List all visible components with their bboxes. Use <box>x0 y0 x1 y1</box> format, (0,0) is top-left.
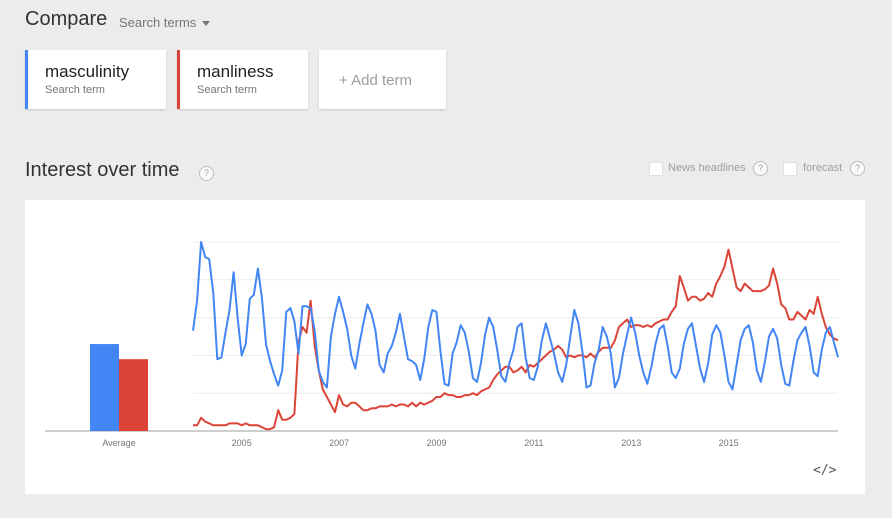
term-name[interactable]: manliness <box>197 62 274 81</box>
term-color-bar <box>25 50 28 109</box>
x-tick-label: 2015 <box>719 438 739 448</box>
term-color-bar <box>177 50 180 109</box>
series-line-masculinity <box>192 241 839 391</box>
forecast-checkbox[interactable] <box>783 162 797 176</box>
search-terms-dropdown[interactable]: Search terms <box>119 15 211 30</box>
forecast-help-icon[interactable]: ? <box>850 161 865 176</box>
embed-code-icon[interactable]: </> <box>813 463 837 478</box>
term-name[interactable]: masculinity <box>45 62 130 81</box>
term-card-masculinity[interactable]: masculinity Search term <box>25 50 166 109</box>
page-title: Compare <box>25 8 108 30</box>
add-term-button[interactable]: + Add term <box>319 50 446 109</box>
interest-chart-card: Average 2005 2007 2009 2011 2013 2015 </> <box>25 200 865 494</box>
news-help-icon[interactable]: ? <box>753 161 768 176</box>
x-tick-label: 2011 <box>524 438 543 448</box>
news-headlines-label: News headlines <box>668 162 746 174</box>
news-headlines-checkbox[interactable] <box>649 162 663 176</box>
term-type: Search term <box>45 84 105 96</box>
term-type: Search term <box>197 84 257 96</box>
x-tick-label: 2005 <box>232 438 252 448</box>
caret-down-icon <box>202 21 211 27</box>
search-terms-label: Search terms <box>119 15 197 30</box>
x-tick-label: 2007 <box>329 438 349 448</box>
x-tick-label: 2009 <box>426 438 446 448</box>
term-card-manliness[interactable]: manliness Search term <box>177 50 308 109</box>
interest-chart: Average 2005 2007 2009 2011 2013 2015 <box>45 241 839 448</box>
average-bar <box>90 344 119 431</box>
add-term-label: + Add term <box>339 72 412 89</box>
average-label: Average <box>102 438 135 448</box>
forecast-label: forecast <box>803 162 843 174</box>
section-title: Interest over time <box>25 159 180 181</box>
help-icon[interactable]: ? <box>199 166 214 181</box>
x-tick-label: 2013 <box>621 438 641 448</box>
average-bar <box>119 359 148 431</box>
